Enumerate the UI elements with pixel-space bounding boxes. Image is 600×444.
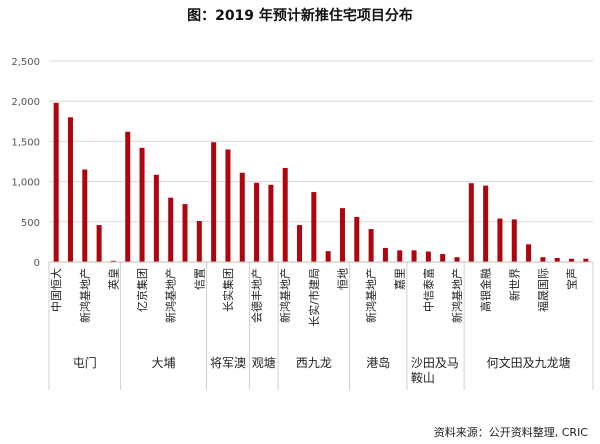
- bar: [497, 218, 503, 262]
- bar: [182, 204, 188, 262]
- y-tick-label: 2,000: [11, 97, 40, 108]
- bar: [268, 184, 274, 262]
- group-label: 将军澳: [210, 356, 246, 370]
- category-label: 中国恒大: [49, 268, 63, 312]
- source-note: 资料来源：公开资料整理, CRIC: [434, 425, 589, 439]
- bar: [53, 102, 59, 262]
- y-tick-label: 1,000: [11, 178, 40, 189]
- bar: [354, 216, 360, 262]
- bar: [297, 225, 303, 262]
- bar: [211, 142, 217, 262]
- group-label: 何文田及九龙塘: [487, 355, 571, 370]
- bar: [325, 251, 331, 262]
- category-label: 长实集团: [221, 268, 235, 312]
- bar: [311, 192, 317, 262]
- group-label: 观塘: [252, 355, 276, 370]
- chart-title: 图：2019 年预计新推住宅项目分布: [187, 7, 413, 24]
- y-tick-label: 0: [34, 258, 40, 269]
- y-tick-label: 2,500: [11, 57, 40, 68]
- category-label: 新鸿基地产: [364, 268, 378, 323]
- bar: [82, 169, 88, 262]
- category-label: 新鸿基地产: [78, 268, 92, 323]
- group-label: 沙田及马: [411, 356, 459, 370]
- category-label: 宝声: [565, 268, 579, 290]
- bar: [583, 258, 589, 262]
- category-label: 英皇: [106, 268, 120, 290]
- bar: [339, 208, 345, 262]
- category-label: 中信泰富: [421, 268, 435, 312]
- bar: [153, 174, 159, 262]
- bar: [382, 247, 388, 262]
- category-label: 会德丰地产: [250, 268, 264, 323]
- category-label: 嘉里: [393, 268, 407, 290]
- bar: [483, 185, 489, 262]
- category-label: 恒地: [336, 268, 349, 290]
- bar: [254, 182, 260, 262]
- bar: [239, 172, 245, 262]
- category-label: 福晟国际: [536, 268, 550, 312]
- category-label: 新世界: [507, 268, 521, 301]
- group-label: 西九龙: [296, 356, 332, 370]
- bar: [540, 257, 546, 262]
- bar: [110, 260, 116, 262]
- bar: [554, 257, 560, 262]
- group-label: 港岛: [366, 355, 390, 370]
- category-label: 新鸿基地产: [278, 268, 292, 323]
- bar: [368, 229, 374, 262]
- y-tick-label: 500: [21, 218, 40, 229]
- y-tick-label: 1,500: [11, 137, 40, 148]
- category-label: 亿京集团: [135, 268, 149, 312]
- bar: [397, 250, 403, 262]
- category-label: 长实/市建局: [307, 268, 321, 327]
- bar: [139, 147, 145, 262]
- bar: [67, 117, 73, 262]
- bar: [526, 244, 532, 262]
- group-label: 鞍山: [411, 370, 435, 385]
- bar: [569, 258, 575, 262]
- bar: [411, 250, 417, 262]
- bar: [168, 197, 174, 262]
- bar: [440, 253, 446, 262]
- bar: [425, 251, 431, 262]
- category-label: 新鸿基地产: [164, 268, 178, 323]
- category-label: 信置: [193, 268, 206, 290]
- bar: [96, 225, 102, 262]
- bar: [468, 183, 474, 262]
- group-label: 屯门: [73, 355, 97, 370]
- bar: [511, 219, 517, 262]
- bar: [282, 167, 288, 262]
- group-label: 大埔: [152, 356, 176, 370]
- bar: [125, 131, 131, 262]
- bar: [454, 257, 460, 262]
- category-label: 新鸿基地产: [450, 268, 464, 323]
- category-label: 高银金融: [479, 268, 493, 312]
- bar: [196, 220, 202, 262]
- bar: [225, 149, 231, 262]
